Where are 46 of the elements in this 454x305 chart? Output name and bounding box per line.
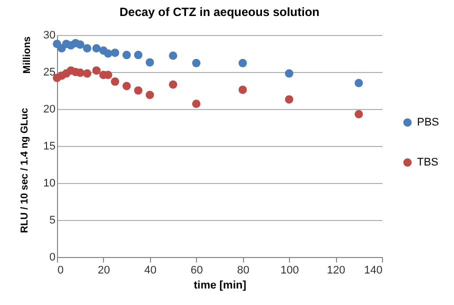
y-tick-label: 10 xyxy=(43,178,56,190)
point xyxy=(82,44,92,52)
point xyxy=(92,44,101,52)
x-axis-title: time [min] xyxy=(194,280,247,292)
point xyxy=(192,58,200,68)
point xyxy=(284,95,294,104)
y-tick-label: 20 xyxy=(43,104,56,116)
y-tick-label: 25 xyxy=(43,66,56,78)
point xyxy=(238,86,247,94)
point xyxy=(110,77,120,86)
point xyxy=(354,110,363,118)
chart-title: Decay of CTZ in aequeous solution xyxy=(119,5,320,19)
x-tick-label: 0 xyxy=(58,264,64,276)
y-axis-title: RLU / 10 sec / 1.4 ng GLuc xyxy=(19,108,30,234)
point xyxy=(122,50,131,60)
point xyxy=(146,90,154,100)
x-tick-label: 60 xyxy=(190,264,203,276)
point xyxy=(192,100,200,108)
point xyxy=(104,49,112,58)
point xyxy=(354,78,363,88)
point xyxy=(76,68,84,77)
point xyxy=(92,66,101,75)
point xyxy=(168,80,178,89)
y-tick-label: 30 xyxy=(43,30,56,42)
point xyxy=(122,82,131,90)
x-tick-label: 20 xyxy=(98,264,110,276)
x-tick-label: 120 xyxy=(326,264,346,276)
text: Millions xyxy=(22,36,33,74)
point xyxy=(110,48,120,57)
y-tick-label: 5 xyxy=(49,214,56,226)
x-tick-label: 140 xyxy=(364,264,382,276)
legend-label: TBS xyxy=(417,156,438,168)
point xyxy=(76,40,84,49)
x-tick-label: 100 xyxy=(280,264,299,276)
point xyxy=(238,58,247,68)
point xyxy=(134,86,142,95)
legend-label: PBS xyxy=(417,116,440,128)
point xyxy=(82,69,92,78)
y-tick-label: 15 xyxy=(43,140,56,152)
point xyxy=(134,50,142,60)
point xyxy=(168,52,178,60)
x-tick-label: 40 xyxy=(144,264,156,276)
point xyxy=(284,69,294,78)
x-tick-label: 80 xyxy=(237,264,250,276)
point xyxy=(146,58,154,67)
y-tick-label: 0 xyxy=(49,252,56,264)
